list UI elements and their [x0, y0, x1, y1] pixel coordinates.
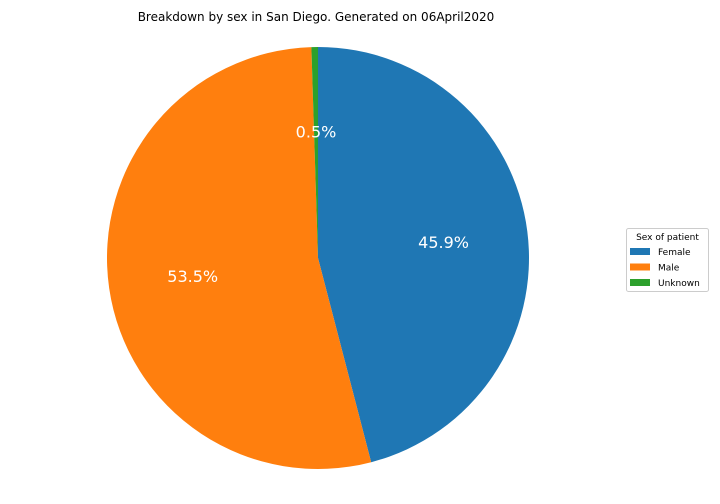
slice-label-unknown: 0.5%	[296, 122, 337, 141]
slice-label-female: 45.9%	[418, 233, 469, 252]
slice-label-male: 53.5%	[167, 267, 218, 286]
legend-entries: Female Male Unknown	[630, 248, 700, 289]
legend-label-male: Male	[658, 264, 680, 274]
chart-title: Breakdown by sex in San Diego. Generated…	[138, 10, 495, 24]
legend: Sex of patient Female Male Unknown	[626, 228, 709, 292]
legend-label-unknown: Unknown	[658, 279, 700, 289]
legend-swatch-male	[630, 263, 650, 271]
pie-slices	[107, 47, 530, 469]
legend-title: Sex of patient	[636, 233, 699, 243]
pie-slice-female	[318, 47, 530, 463]
pie-slice-labels: 45.9% 53.5% 0.5%	[167, 122, 469, 286]
legend-frame	[626, 228, 709, 292]
legend-label-female: Female	[658, 248, 691, 258]
pie-slice-unknown	[311, 47, 318, 258]
legend-swatch-unknown	[630, 279, 650, 286]
legend-swatch-female	[630, 248, 650, 255]
pie-slice-male	[107, 47, 372, 469]
